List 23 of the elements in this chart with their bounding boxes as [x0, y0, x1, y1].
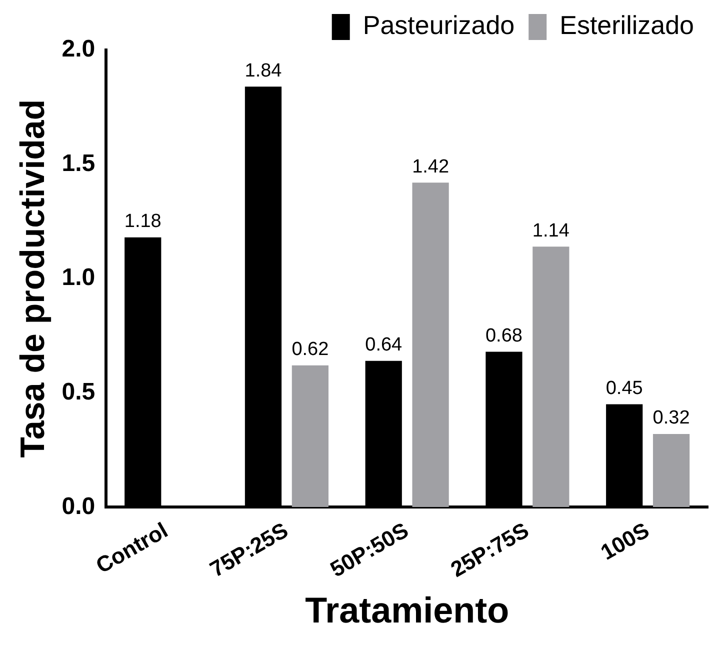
y-tick-label: 0.5 — [62, 378, 96, 406]
y-tick-label: 0.0 — [62, 492, 96, 520]
bar — [412, 182, 449, 508]
data-label: 0.64 — [365, 334, 403, 356]
x-axis-title: Tratamiento — [305, 589, 510, 630]
legend-label: Pasteurizado — [362, 10, 515, 40]
y-tick-label: 1.0 — [62, 264, 96, 292]
data-label: 1.42 — [412, 156, 450, 178]
bar — [532, 246, 570, 508]
data-label: 1.14 — [532, 220, 570, 242]
data-label: 0.62 — [292, 339, 329, 360]
data-label: 1.18 — [124, 211, 162, 232]
data-label: 0.32 — [652, 408, 690, 429]
data-label: 0.45 — [606, 378, 643, 400]
data-label: 1.84 — [244, 60, 282, 82]
bar — [652, 434, 690, 508]
y-axis-title: Tasa de productividad — [14, 99, 52, 458]
y-tick-label: 2.0 — [62, 36, 96, 63]
bar — [292, 365, 328, 508]
data-label: 0.68 — [485, 325, 522, 346]
y-tick-label: 1.5 — [62, 150, 96, 177]
x-tick-label: 100S — [596, 517, 654, 565]
legend-label: Esterilizado — [560, 10, 694, 40]
